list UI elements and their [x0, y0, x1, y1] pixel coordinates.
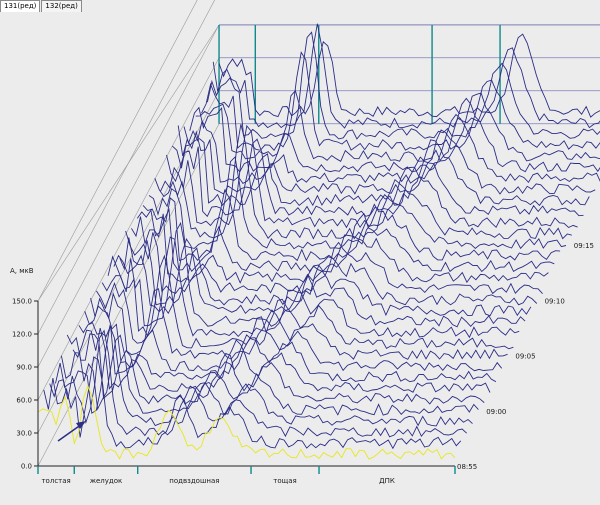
side-grid-line: [37, 24, 220, 302]
tab-131[interactable]: 131(ред): [0, 0, 41, 12]
trace: [72, 327, 491, 394]
trace: [84, 305, 503, 372]
y-axis-title: А, мкВ: [10, 267, 34, 275]
trace: [171, 138, 590, 207]
traces: [37, 23, 600, 460]
trace: [177, 125, 596, 195]
side-grid-line: [37, 0, 216, 335]
trace: [66, 333, 485, 405]
trace: [107, 221, 526, 328]
y-tick-label: 60.0: [16, 397, 32, 405]
y-tick-label: 150.0: [12, 298, 32, 306]
trace: [101, 236, 520, 339]
segment-label: ДПК: [379, 477, 395, 485]
arrow-annotation: [57, 421, 86, 442]
trace: [201, 51, 600, 151]
tab-strip: 131(ред) 132(ред): [0, 0, 82, 12]
trace: [96, 254, 514, 350]
trace: [55, 324, 473, 427]
trace: [166, 138, 584, 218]
trace: [189, 97, 600, 173]
trace: [125, 230, 543, 295]
y-tick-label: 0.0: [21, 463, 32, 471]
trace: [136, 208, 555, 273]
tab-132[interactable]: 132(ред): [41, 0, 82, 12]
time-label: 09:15: [574, 242, 594, 250]
trace: [206, 31, 600, 140]
trace: [212, 23, 600, 129]
trace: [195, 89, 600, 162]
side-grid-line: [37, 123, 220, 467]
segment-label: подвздошная: [169, 477, 219, 485]
trace: [60, 334, 479, 416]
trace: [218, 33, 600, 118]
y-tick-label: 120.0: [12, 331, 32, 339]
trace: [183, 113, 600, 184]
front-trace: [37, 384, 456, 460]
side-grid-line: [37, 57, 220, 401]
trace: [90, 288, 508, 360]
y-tick-label: 30.0: [16, 430, 32, 438]
axes: А, мкВ: [10, 267, 455, 467]
time-label: 09:00: [486, 408, 506, 416]
arrow-shaft: [57, 423, 83, 442]
trace: [148, 156, 567, 250]
side-grid-line: [37, 0, 198, 302]
time-label: 08:55: [457, 463, 477, 471]
side-grid-line: [37, 90, 220, 434]
y-ticks: 0.0 30.0 60.0 90.0 120.0 150.0: [12, 298, 38, 471]
trace: [78, 322, 497, 383]
trace: [119, 237, 538, 306]
time-label: 09:10: [545, 297, 565, 305]
trace: [131, 213, 549, 284]
y-tick-label: 90.0: [16, 364, 32, 372]
segment-label: тощая: [273, 477, 296, 485]
time-label: 09:05: [515, 353, 535, 361]
back-walls: [37, 0, 600, 467]
trace: [154, 124, 572, 240]
trace: [43, 356, 462, 450]
trace: [142, 188, 561, 262]
segment-label: толстая: [41, 477, 70, 485]
side-grid-line: [37, 24, 220, 368]
arrow-head: [76, 421, 86, 429]
segment-label: желудок: [90, 477, 123, 485]
x-segments: толстая желудок подвздошная тощая ДПК: [37, 466, 456, 485]
trace: [113, 237, 532, 317]
trace: [49, 329, 468, 438]
